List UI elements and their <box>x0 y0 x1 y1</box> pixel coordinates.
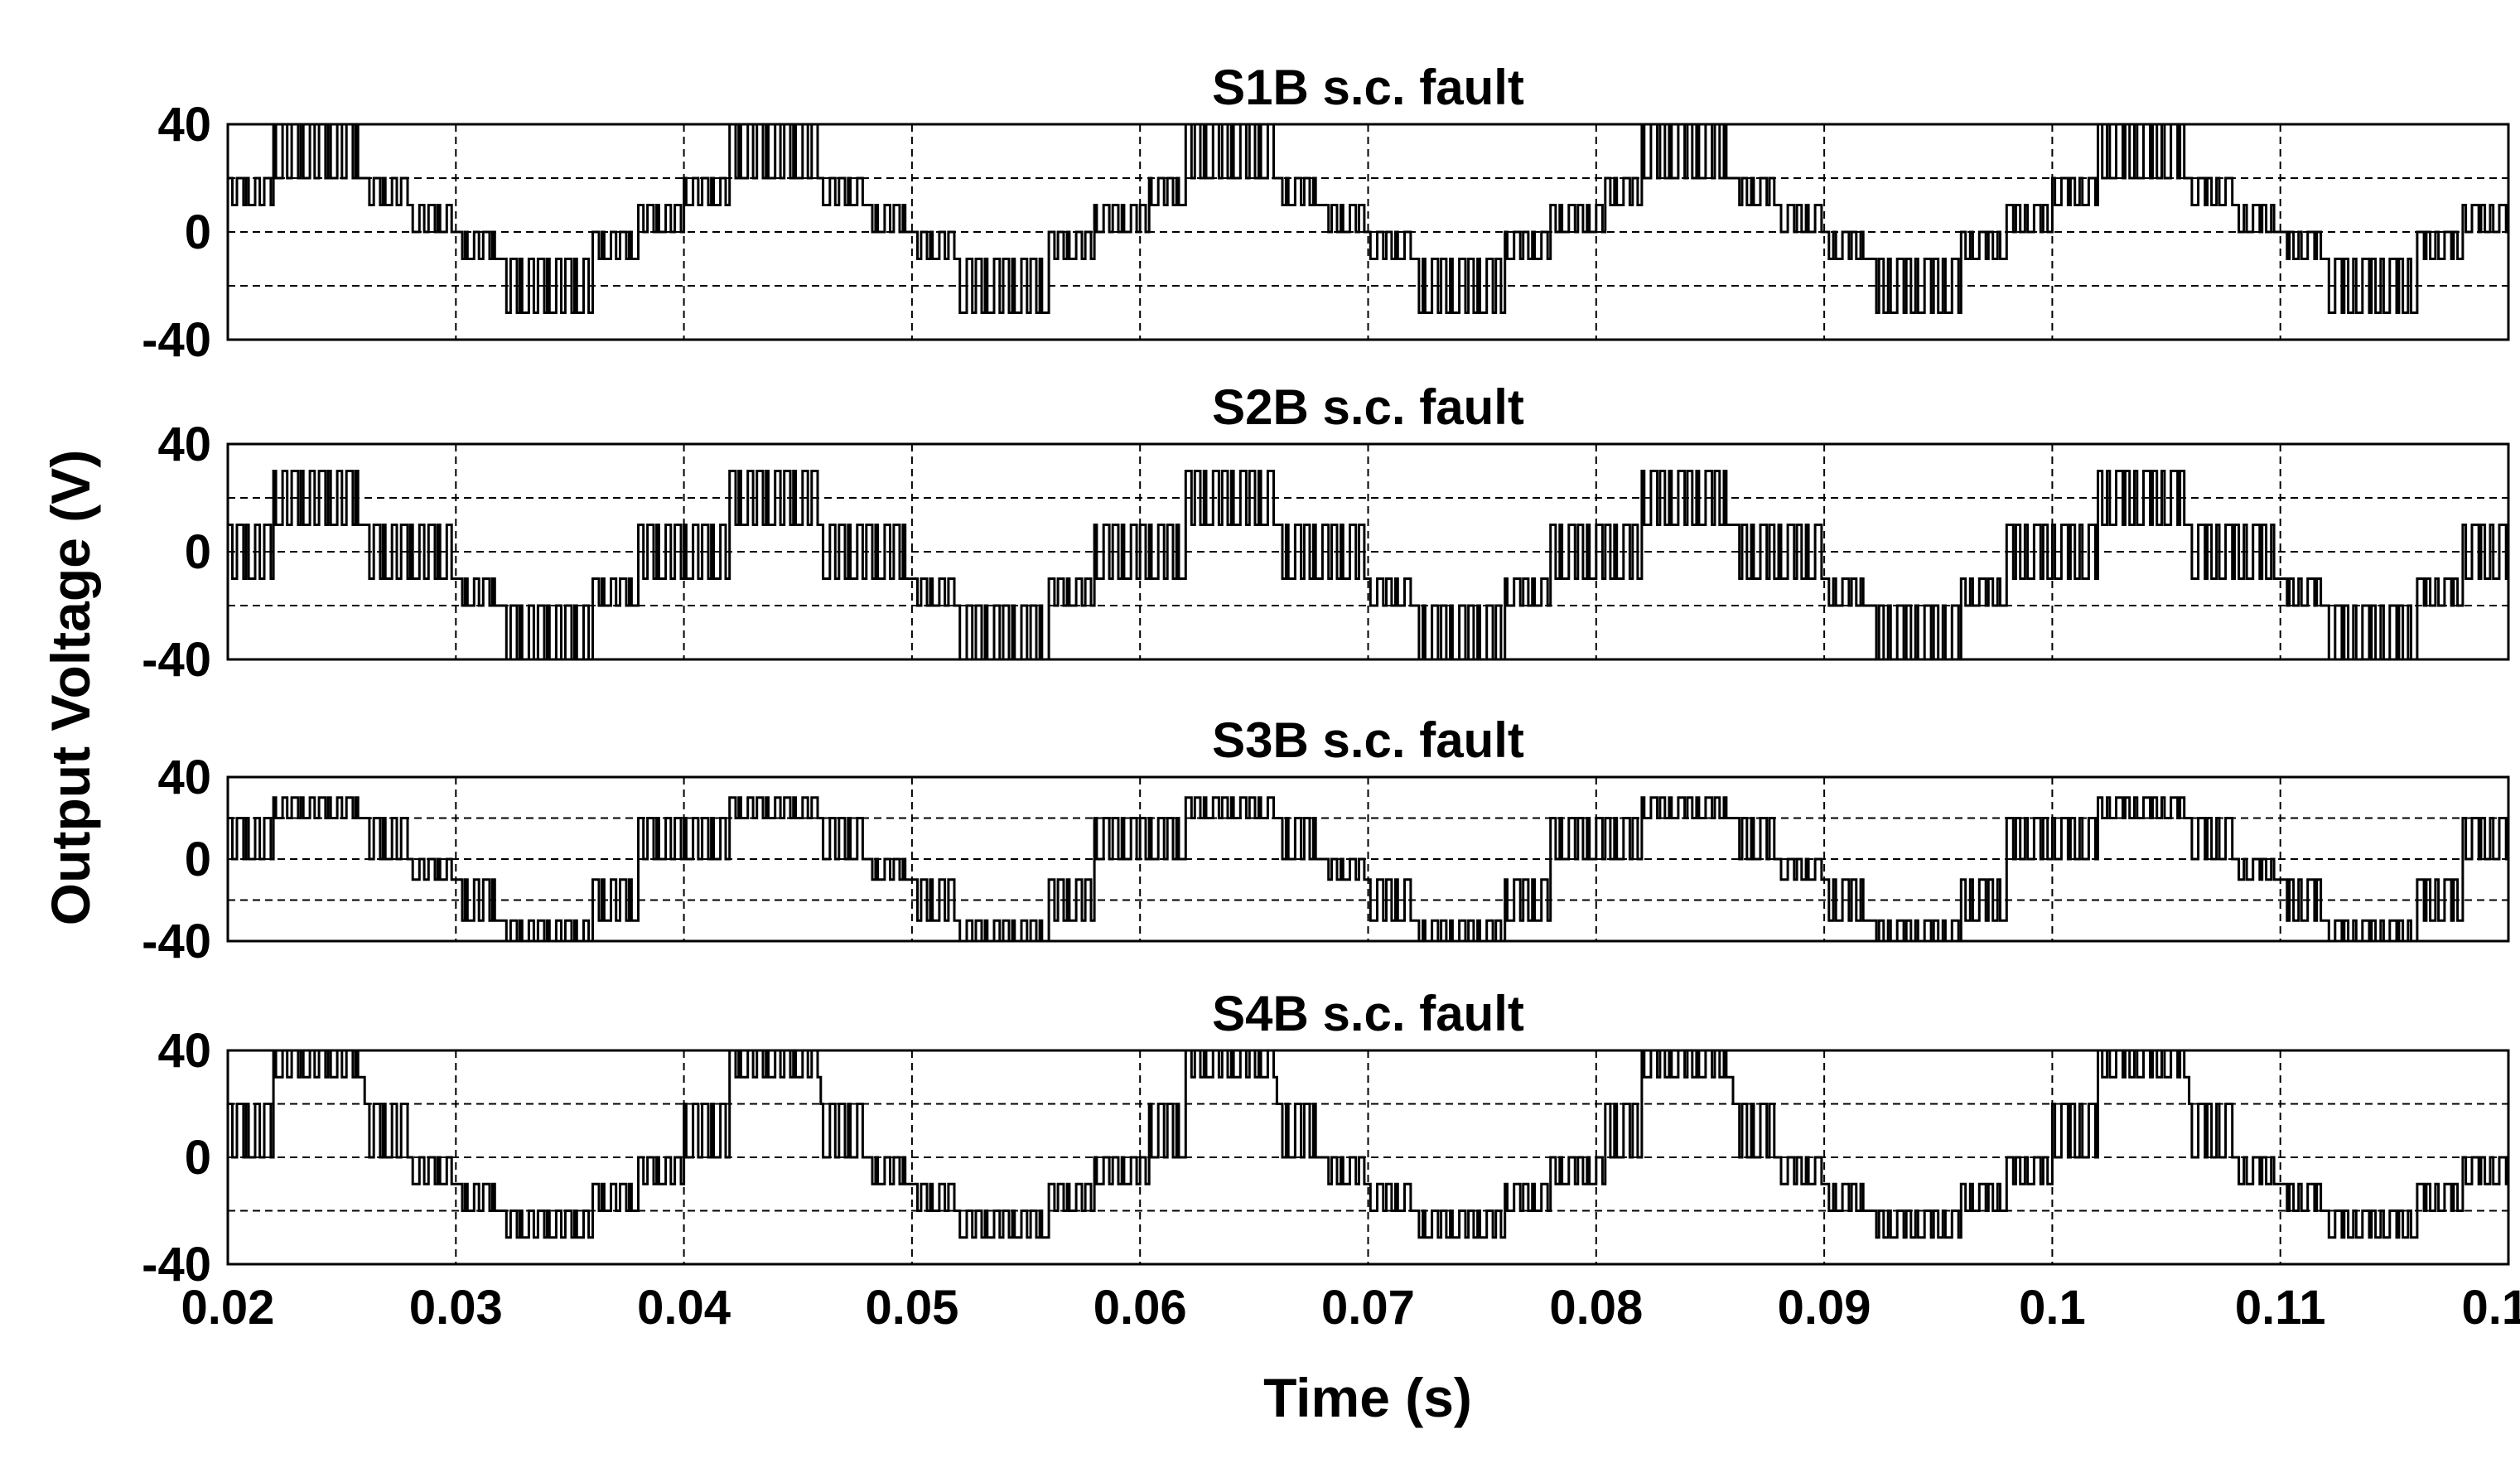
panel-title: S1B s.c. fault <box>1212 60 1524 115</box>
waveform-series <box>228 470 2508 661</box>
y-tick-label: 40 <box>157 98 211 152</box>
y-tick-label: -40 <box>142 915 211 968</box>
panel-3: S3B s.c. fault 40 0 -40 <box>142 712 2510 968</box>
axes-frame <box>226 123 2510 341</box>
x-axis-label: Time (s) <box>1263 1367 1472 1428</box>
y-axis-label: Output Voltage (V) <box>40 450 101 925</box>
y-tick-label: 0 <box>185 833 211 886</box>
x-tick-label: 0.04 <box>637 1281 731 1335</box>
panel-4: S4B s.c. fault 40 0 -40 <box>142 986 2510 1292</box>
x-tick-label: 0.07 <box>1321 1281 1415 1335</box>
axes-frame <box>226 1049 2510 1266</box>
y-tick-label: 40 <box>157 418 211 471</box>
x-tick-label: 0.11 <box>2235 1281 2326 1335</box>
y-tick-label: 0 <box>185 1131 211 1185</box>
x-tick-label: 0.03 <box>409 1281 503 1335</box>
x-tick-label: 0.09 <box>1778 1281 1871 1335</box>
panels: S1B s.c. fault 40 0 -40 S2B s.c. fault 40 0 -40… <box>142 60 2520 1335</box>
panel-1: S1B s.c. fault 40 0 -40 <box>142 60 2510 367</box>
panel-2: S2B s.c. fault 40 0 -40 <box>142 379 2510 687</box>
x-tick-label: 0.06 <box>1093 1281 1187 1335</box>
y-tick-label: -40 <box>142 1238 211 1292</box>
x-tick-label: 0.02 <box>181 1281 275 1335</box>
x-tick-label: 0.12 <box>2462 1281 2520 1335</box>
y-tick-label: -40 <box>142 633 211 687</box>
y-tick-label: -40 <box>142 313 211 367</box>
panel-title: S2B s.c. fault <box>1212 379 1524 435</box>
panel-title: S3B s.c. fault <box>1212 712 1524 768</box>
waveform-series <box>228 123 2508 314</box>
waveform-series <box>228 796 2508 943</box>
y-tick-label: 40 <box>157 1024 211 1078</box>
y-tick-label: 40 <box>157 751 211 804</box>
x-tick-label: 0.1 <box>2019 1281 2086 1335</box>
x-tick-label: 0.08 <box>1549 1281 1643 1335</box>
y-tick-label: 0 <box>185 525 211 579</box>
axes-frame <box>226 775 2510 943</box>
x-tick-label: 0.05 <box>865 1281 958 1335</box>
panel-title: S4B s.c. fault <box>1212 986 1524 1041</box>
axes-frame <box>226 442 2510 661</box>
y-tick-label: 0 <box>185 205 211 259</box>
